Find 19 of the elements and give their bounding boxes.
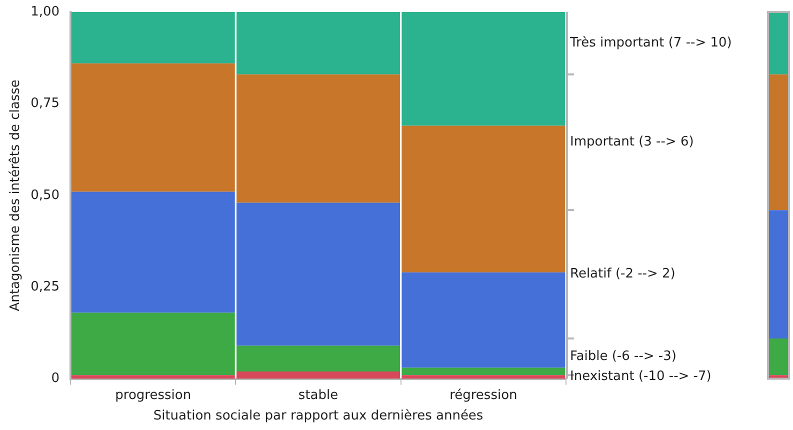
x-axis-title: Situation sociale par rapport aux dernières années bbox=[153, 408, 484, 424]
bar bbox=[768, 210, 789, 338]
series-label: Important (3 --> 6) bbox=[570, 134, 694, 150]
y-tick-label: 0,25 bbox=[30, 279, 60, 294]
series-label: Relatif (-2 --> 2) bbox=[570, 266, 676, 282]
y-tick-label: 0 bbox=[51, 371, 60, 386]
bar bbox=[768, 338, 789, 376]
y-tick-label: 0,75 bbox=[30, 96, 60, 112]
x-tick-label: progression bbox=[115, 388, 192, 403]
x-tick-label: régression bbox=[450, 388, 518, 403]
bar bbox=[768, 12, 789, 74]
y-tick-label: 0,50 bbox=[30, 188, 60, 203]
y-tick-label: 1,00 bbox=[30, 4, 60, 20]
series-label: Faible (-6 --> -3) bbox=[570, 349, 676, 364]
x-tick-label: stable bbox=[298, 388, 338, 403]
y-axis-title: Antagonisme des intérêts de classe bbox=[8, 80, 24, 312]
bar bbox=[768, 74, 789, 210]
series-label: Très important (7 --> 10) bbox=[569, 36, 732, 51]
series-label: Inexistant (-10 --> -7) bbox=[570, 369, 712, 384]
